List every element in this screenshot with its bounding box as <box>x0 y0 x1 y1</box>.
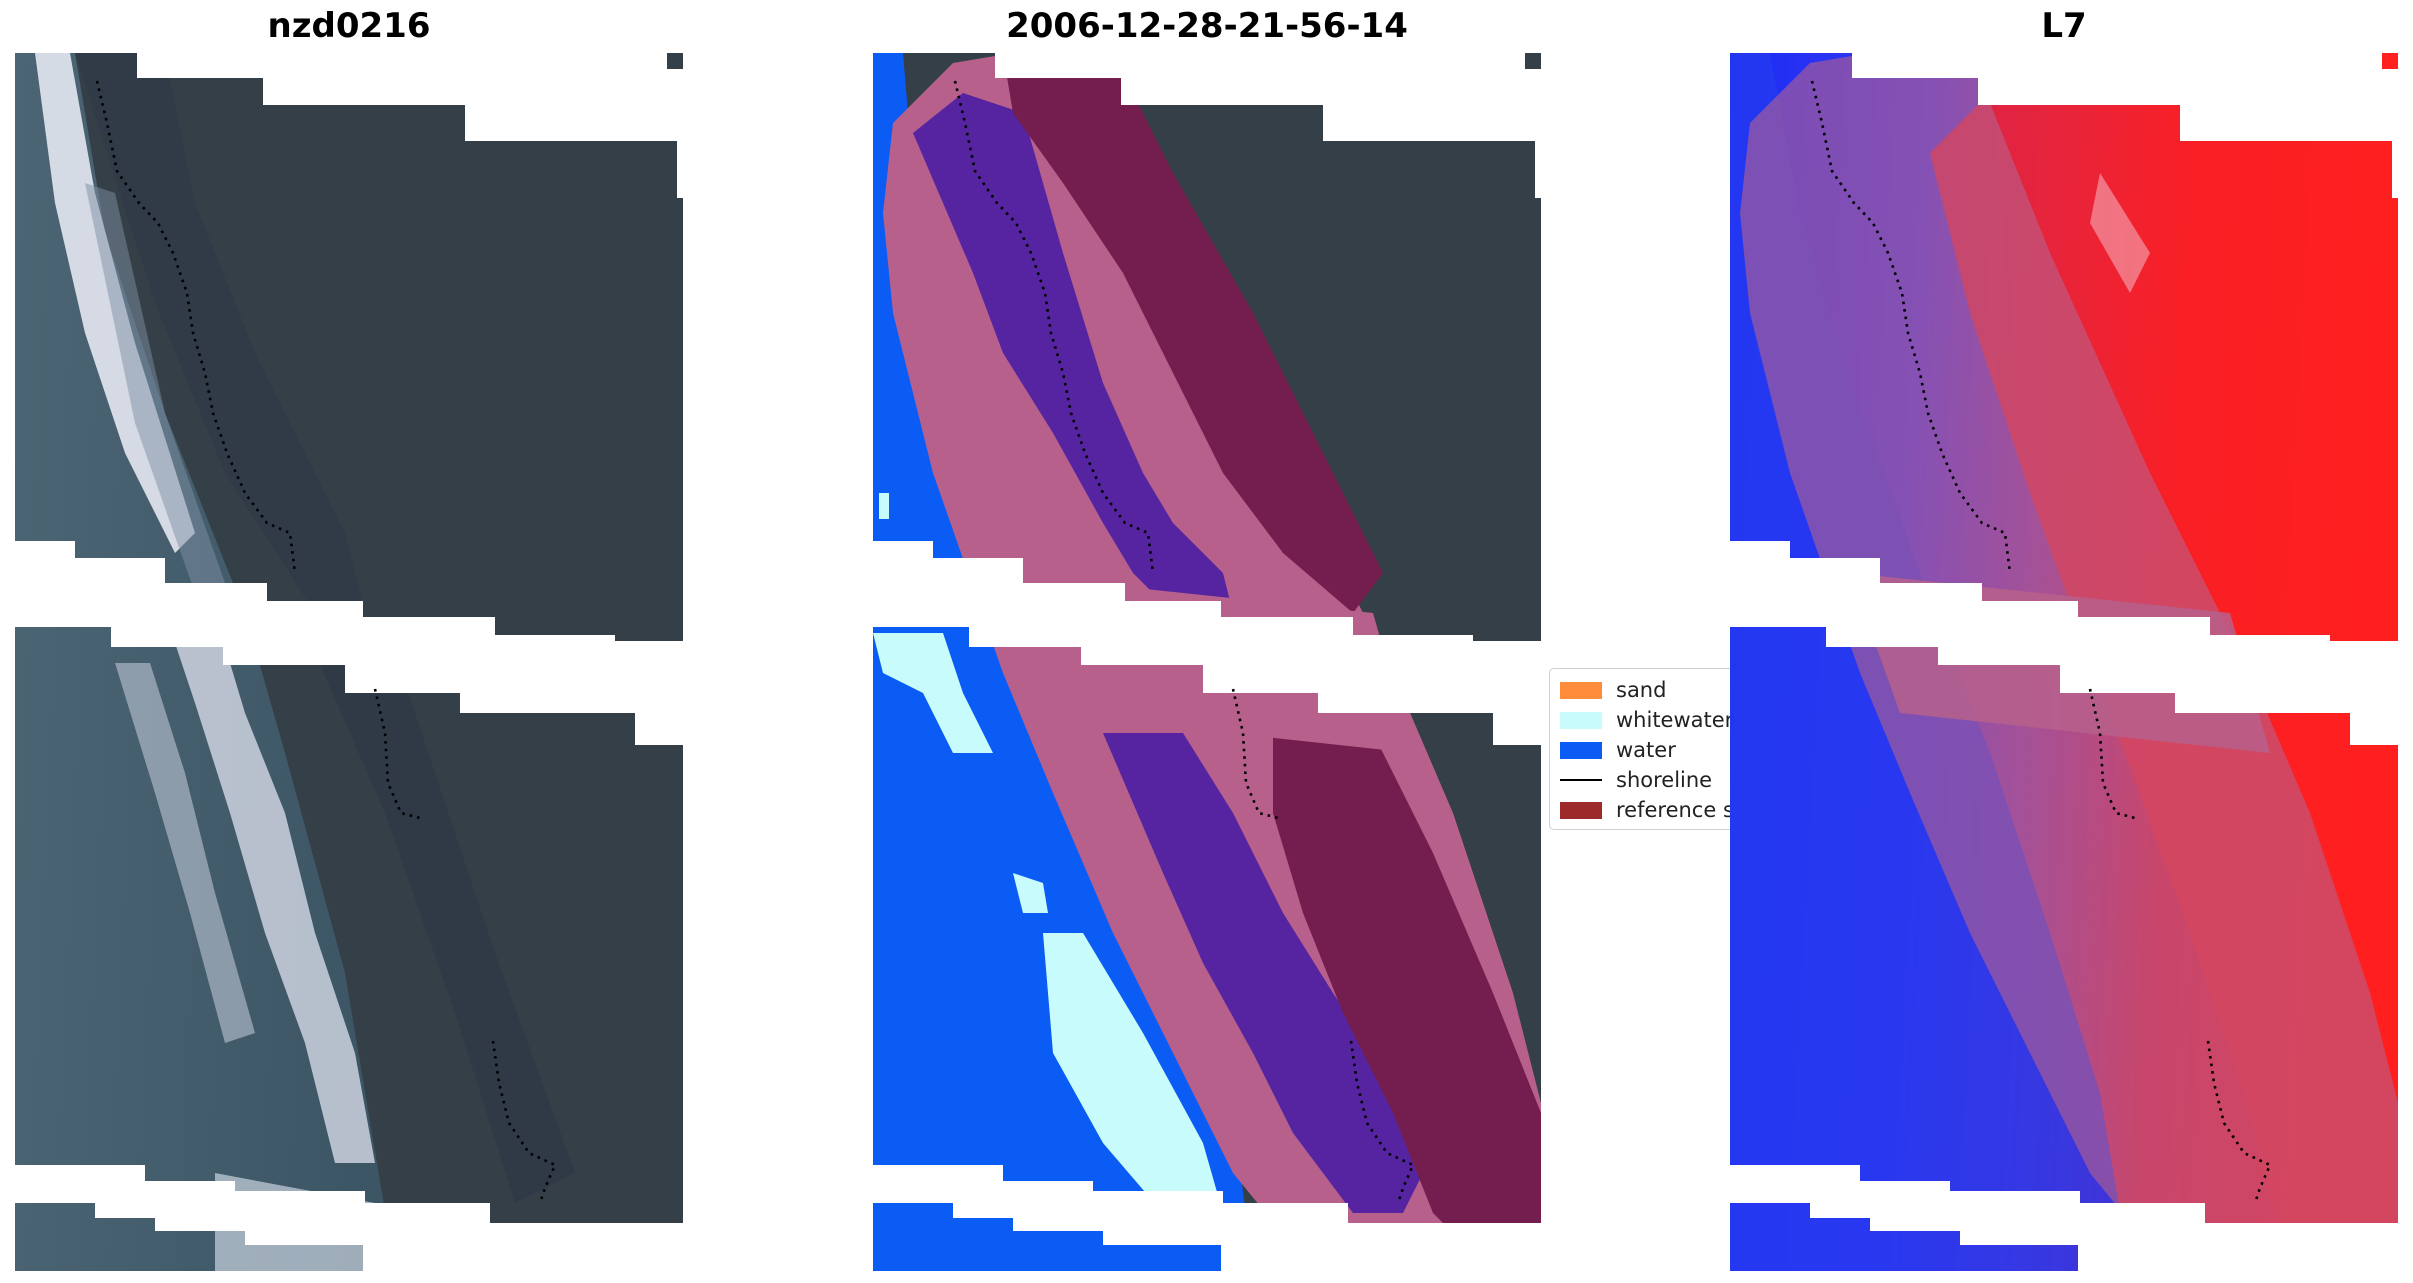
whitewater-swatch <box>1560 711 1602 729</box>
rgb-satellite-image <box>15 53 683 1271</box>
legend-item-water: water <box>1560 737 1676 763</box>
shoreline-upper <box>95 80 297 574</box>
legend-label-shoreline: shoreline <box>1616 768 1713 792</box>
classified-image-panel <box>873 53 1541 1271</box>
legend-item-reference-shoreline-buffer: reference shoreline buffer <box>1560 797 1740 823</box>
shoreline-swatch <box>1560 779 1602 781</box>
index-image-panel <box>1730 53 2398 1271</box>
panel-title-rgb: nzd0216 <box>267 6 431 46</box>
legend-label-sand: sand <box>1616 678 1667 702</box>
water-swatch <box>1560 741 1602 759</box>
classified-image <box>873 53 1541 1271</box>
panel-title-index: L7 <box>2041 6 2087 46</box>
reference-buffer-swatch <box>1560 801 1602 819</box>
legend-label-whitewater: whitewater <box>1616 708 1734 732</box>
sand-swatch <box>1560 681 1602 699</box>
legend-item-sand: sand <box>1560 677 1666 703</box>
water-index-image <box>1730 53 2398 1271</box>
panel-title-classified: 2006-12-28-21-56-14 <box>1006 6 1408 46</box>
legend-item-shoreline: shoreline <box>1560 767 1712 793</box>
shoreline-upper <box>1810 80 2012 574</box>
legend: sand whitewater water shoreline referenc… <box>1549 668 1741 830</box>
shoreline-upper <box>953 80 1155 574</box>
legend-item-whitewater: whitewater <box>1560 707 1733 733</box>
rgb-image-panel <box>15 53 683 1271</box>
legend-label-water: water <box>1616 738 1676 762</box>
legend-label-reference-buffer: reference shoreline buffer <box>1616 798 1740 822</box>
